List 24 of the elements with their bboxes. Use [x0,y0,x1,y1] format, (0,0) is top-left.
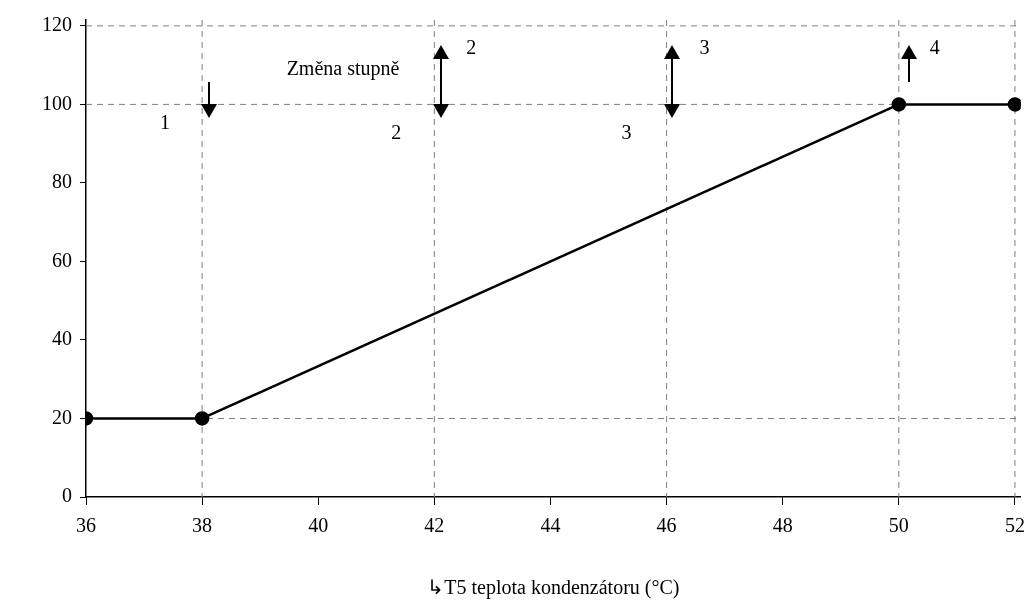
y-tick-label: 0 [62,484,72,507]
x-tick-label: 48 [772,514,793,537]
x-tick-label: 38 [192,514,213,537]
annotation: 3 [699,35,710,58]
annotation: Změna stupně [286,57,400,81]
y-tick-label: 80 [52,170,72,193]
y-tick-label: 100 [42,91,72,114]
x-tick-label: 42 [424,514,445,537]
y-tick-label: 20 [52,405,72,428]
x-tick-label: 40 [308,514,329,537]
x-tick-label: 36 [76,514,96,537]
x-tick-label: 46 [656,514,677,537]
annotation: 3 [621,120,632,143]
y-tick-label: 40 [52,327,72,350]
y-tick-label: 120 [42,13,72,36]
annotation: 2 [466,35,477,58]
x-axis-title: ↳T5 teplota kondenzátoru (°C) [427,576,680,600]
annotation: 1 [160,110,171,133]
annotation: 2 [391,120,402,143]
x-tick-label: 52 [1004,514,1025,537]
annotation: 4 [929,35,940,58]
y-tick-label: 60 [52,248,72,271]
x-tick-label: 44 [540,514,561,537]
x-tick-label: 50 [888,514,909,537]
